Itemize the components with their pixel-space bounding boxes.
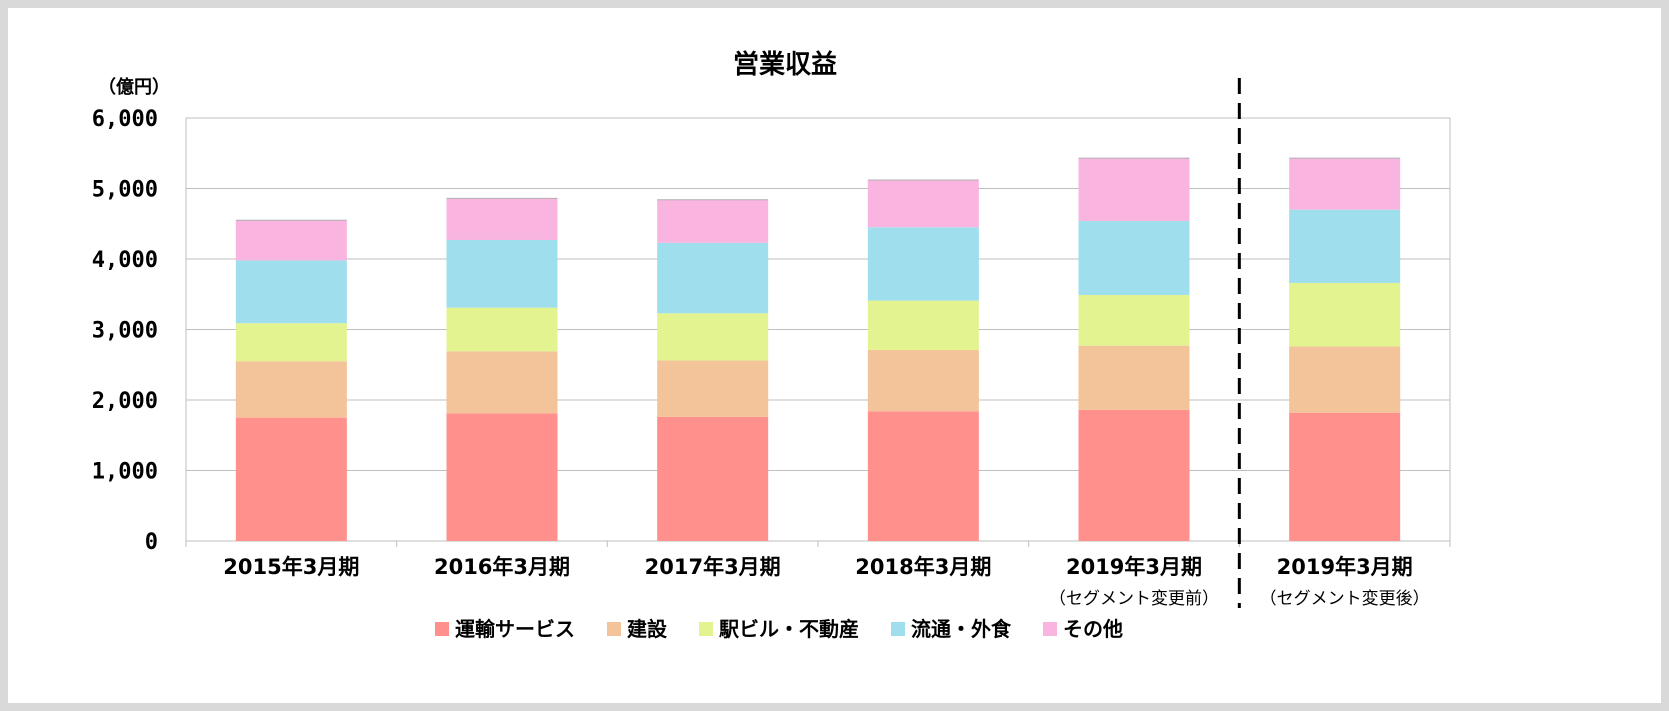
chart-frame: 営業収益 （億円） 0 1,000 2,000 3,000 4,000 5,000 6,00… — [8, 8, 1661, 703]
bar-segment — [235, 260, 347, 324]
y-axis-unit-label: （億円） — [98, 76, 170, 98]
bar-segment — [1078, 294, 1190, 346]
legend-label: 建設 — [627, 617, 668, 641]
bar-segment — [446, 307, 558, 352]
legend-swatch — [1043, 622, 1057, 636]
bar-segment — [867, 411, 979, 541]
x-tick-label: 2019年3月期 — [1277, 555, 1413, 579]
bar-segment — [1289, 412, 1401, 541]
bar-segment — [657, 360, 769, 417]
bar-segment — [657, 199, 769, 243]
legend-swatch — [699, 622, 713, 636]
legend-swatch — [607, 622, 621, 636]
y-tick-label: 1,000 — [92, 460, 158, 485]
x-tick-label: 2015年3月期 — [223, 555, 359, 579]
bar-segment — [1078, 409, 1190, 541]
bar-segment — [1078, 220, 1190, 295]
bar-segment — [235, 220, 347, 261]
y-tick-label: 2,000 — [92, 389, 158, 414]
y-tick-label: 5,000 — [92, 178, 158, 203]
bar-segment — [657, 242, 769, 314]
bar-segment — [1289, 346, 1401, 413]
bar-segment — [867, 300, 979, 350]
stacked-bar-chart: 営業収益 （億円） 0 1,000 2,000 3,000 4,000 5,000 6,00… — [92, 50, 1451, 641]
bar-segment — [446, 413, 558, 541]
x-tick-label: 2018年3月期 — [855, 555, 991, 579]
legend-swatch — [435, 622, 449, 636]
legend: 運輸サービス 建設 駅ビル・不動産 流通・外食 その他 — [435, 617, 1123, 641]
bar-segment — [1078, 158, 1190, 221]
bar-segment — [657, 416, 769, 541]
bar-series — [235, 157, 1401, 541]
x-tick-label: 2017年3月期 — [645, 555, 781, 579]
bar-segment — [867, 349, 979, 412]
legend-label: その他 — [1063, 617, 1123, 641]
bar-segment — [867, 180, 979, 228]
legend-swatch — [891, 622, 905, 636]
x-tick-label: 2016年3月期 — [434, 555, 570, 579]
legend-label: 駅ビル・不動産 — [718, 617, 859, 641]
legend-label: 流通・外食 — [911, 617, 1012, 641]
y-tick-label: 0 — [145, 530, 158, 555]
chart-title: 営業収益 — [733, 50, 837, 80]
bar-segment — [657, 313, 769, 361]
bar-segment — [1289, 158, 1401, 210]
bar-segment — [446, 198, 558, 240]
bar-segment — [446, 239, 558, 308]
bar-segment — [867, 227, 979, 301]
legend-label: 運輸サービス — [455, 617, 575, 641]
y-tick-label: 4,000 — [92, 248, 158, 273]
bar-segment — [1289, 282, 1401, 347]
x-tick-sublabel: （セグメント変更前） — [1049, 589, 1219, 609]
x-axis-ticks: 2015年3月期 2016年3月期 2017年3月期 2018年3月期 2019年3月期… — [223, 555, 1429, 609]
y-tick-label: 6,000 — [92, 107, 158, 132]
grid-lines — [185, 117, 1451, 547]
bar-segment — [235, 323, 347, 362]
bar-segment — [446, 351, 558, 414]
y-axis-ticks: 0 1,000 2,000 3,000 4,000 5,000 6,000 — [92, 107, 158, 555]
y-tick-label: 3,000 — [92, 319, 158, 344]
bar-segment — [235, 417, 347, 541]
bar-segment — [1289, 209, 1401, 283]
x-tick-label: 2019年3月期 — [1066, 555, 1202, 579]
bar-segment — [235, 361, 347, 418]
bar-segment — [1078, 345, 1190, 410]
x-tick-sublabel: （セグメント変更後） — [1260, 589, 1430, 609]
